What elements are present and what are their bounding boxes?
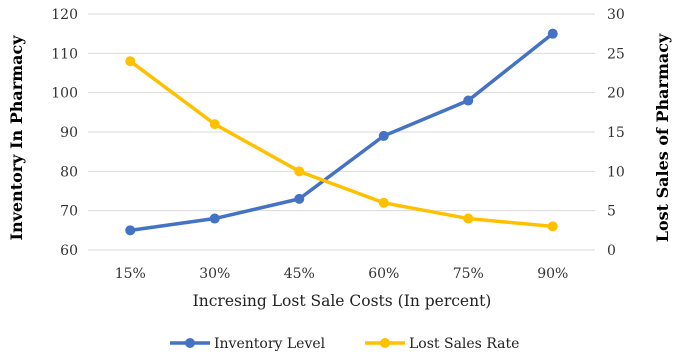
gridlines	[88, 13, 595, 251]
x-tick-label: 90%	[537, 266, 568, 282]
legend-label: Inventory Level	[214, 336, 326, 352]
x-axis-ticks: 15% 30% 45% 60% 75% 90%	[115, 266, 569, 282]
left-axis-ticks: 60 70 80 90 100 110 120	[51, 7, 78, 259]
data-point	[378, 130, 389, 141]
data-point	[125, 225, 136, 236]
data-point	[378, 197, 389, 208]
x-tick-label: 60%	[368, 266, 399, 282]
data-point	[125, 56, 136, 67]
y2-tick-label: 15	[607, 125, 625, 141]
legend-swatch-marker	[380, 338, 390, 348]
y-tick-label: 100	[51, 86, 78, 102]
data-point	[547, 28, 558, 39]
legend: Inventory Level Lost Sales Rate	[170, 336, 519, 352]
legend-item: Inventory Level	[170, 336, 326, 352]
y2-tick-label: 20	[607, 86, 625, 102]
legend-item: Lost Sales Rate	[365, 336, 519, 352]
data-point	[209, 119, 220, 130]
y2-tick-label: 0	[607, 243, 616, 259]
series-line	[128, 31, 555, 233]
y2-axis-title: Lost Sales of Pharmacy	[653, 33, 672, 242]
y-tick-label: 90	[60, 125, 78, 141]
x-tick-label: 45%	[284, 266, 315, 282]
y-tick-label: 120	[51, 7, 78, 23]
y-axis-title: Inventory In Pharmacy	[7, 35, 26, 241]
data-point	[294, 193, 305, 204]
y2-tick-label: 30	[607, 7, 625, 23]
y-tick-label: 80	[60, 164, 78, 180]
series-lost-sales-rate	[125, 56, 558, 232]
data-point	[209, 213, 220, 224]
series-inventory-level	[125, 28, 558, 236]
data-point	[463, 95, 474, 106]
y-tick-label: 70	[60, 204, 78, 220]
y2-tick-label: 10	[607, 164, 625, 180]
right-axis-ticks: 0 5 10 15 20 25 30	[607, 7, 625, 259]
y2-tick-label: 5	[607, 204, 616, 220]
legend-label: Lost Sales Rate	[409, 336, 519, 352]
x-axis-title: Incresing Lost Sale Costs (In percent)	[193, 292, 492, 310]
data-point	[547, 221, 558, 232]
legend-swatch-marker	[185, 338, 195, 348]
series-line	[128, 59, 555, 229]
x-tick-label: 15%	[115, 266, 146, 282]
y-tick-label: 60	[60, 243, 78, 259]
series-lines	[125, 28, 558, 236]
x-tick-label: 30%	[199, 266, 230, 282]
data-point	[463, 213, 474, 224]
y-tick-label: 110	[51, 46, 78, 62]
y2-tick-label: 25	[607, 46, 625, 62]
x-tick-label: 75%	[453, 266, 484, 282]
data-point	[294, 166, 305, 177]
